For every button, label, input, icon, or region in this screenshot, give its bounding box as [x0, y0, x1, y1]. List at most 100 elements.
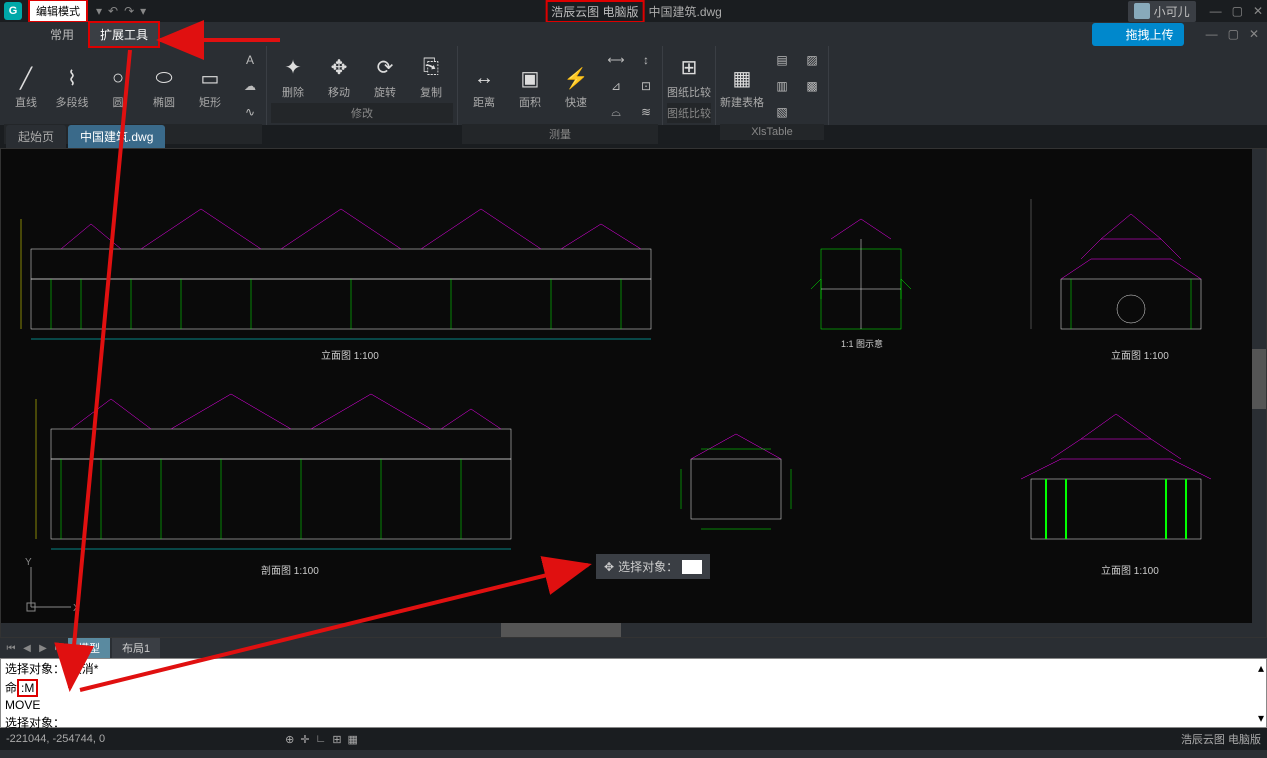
cursor-tooltip: ✥ 选择对象：: [596, 554, 710, 579]
nav-prev[interactable]: ◀: [20, 643, 34, 654]
tool-text[interactable]: A: [238, 48, 262, 72]
tool-xls2[interactable]: ▥: [770, 74, 794, 98]
status-tool-3[interactable]: ∟: [316, 733, 327, 746]
nav-next[interactable]: ▶: [36, 643, 50, 654]
label-section: 剖面图 1:100: [261, 564, 319, 577]
cmd-scroll-up[interactable]: ▴: [1258, 661, 1264, 675]
label-elev1: 立面图 1:100: [321, 349, 379, 362]
cmd-prompt: 选择对象：: [1, 713, 1266, 732]
username: 小可儿: [1154, 3, 1190, 20]
tool-newtable[interactable]: ▦新建表格: [720, 48, 764, 124]
ribbon: ╱直线 ⌇多段线 ○圆 ⬭椭圆 ▭矩形 A ☁ ∿ 绘图 ✦删除 ✥移动 ⟳旋转…: [0, 46, 1267, 126]
vertical-scrollbar[interactable]: [1252, 149, 1266, 637]
edit-mode-selector[interactable]: 编辑模式: [28, 0, 88, 23]
menu-bar: 常用 扩展工具 拖拽上传 — ▢ ✕: [0, 22, 1267, 46]
doc-close-button[interactable]: ✕: [1249, 27, 1259, 41]
tool-xls5[interactable]: ▩: [800, 74, 824, 98]
dropdown-icon[interactable]: ▾: [96, 4, 102, 18]
tooltip-text: 选择对象：: [618, 558, 678, 575]
group-label-xlstable: XlsTable: [720, 124, 824, 140]
tool-compare[interactable]: ⊞图纸比较: [667, 48, 711, 103]
tab-start[interactable]: 起始页: [6, 125, 66, 148]
tool-delete[interactable]: ✦删除: [271, 48, 315, 103]
menu-common[interactable]: 常用: [40, 23, 84, 46]
redo-icon[interactable]: ↷: [124, 4, 134, 18]
group-label-measure: 测量: [462, 124, 658, 144]
tool-dim1[interactable]: ⟷: [604, 48, 628, 72]
close-button[interactable]: ✕: [1253, 4, 1263, 18]
tool-dim2[interactable]: ⊿: [604, 74, 628, 98]
status-tool-4[interactable]: ⊞: [332, 733, 341, 746]
tool-spline[interactable]: ∿: [238, 100, 262, 124]
dropdown-icon[interactable]: ▾: [140, 4, 146, 18]
tool-rectangle[interactable]: ▭矩形: [188, 48, 232, 124]
tool-line[interactable]: ╱直线: [4, 48, 48, 124]
maximize-button[interactable]: ▢: [1232, 4, 1243, 18]
group-label-modify: 修改: [271, 103, 453, 123]
status-brand: 浩辰云图 电脑版: [1181, 731, 1261, 747]
status-tool-1[interactable]: ⊕: [285, 733, 294, 746]
ribbon-group-draw: ╱直线 ⌇多段线 ○圆 ⬭椭圆 ▭矩形 A ☁ ∿ 绘图: [0, 46, 267, 125]
tool-rotate[interactable]: ⟳旋转: [363, 48, 407, 103]
svg-text:X: X: [73, 603, 80, 614]
doc-restore-button[interactable]: ▢: [1228, 27, 1239, 41]
title-center: 浩辰云图 电脑版 中国建筑.dwg: [545, 0, 722, 23]
tool-move[interactable]: ✥移动: [317, 48, 361, 103]
ribbon-group-compare: ⊞图纸比较 图纸比较: [663, 46, 716, 125]
ucs-icon: Y X: [21, 557, 81, 617]
tool-area[interactable]: ▣面积: [508, 48, 552, 124]
group-label-compare: 图纸比较: [667, 103, 711, 123]
cloud-icon: [1102, 27, 1122, 41]
label-elev3: 立面图 1:100: [1101, 564, 1159, 577]
doc-minimize-button[interactable]: —: [1206, 27, 1218, 41]
status-tool-5[interactable]: ▦: [348, 733, 358, 746]
label-plan: 1:1 图示意: [841, 338, 883, 349]
nav-first[interactable]: ⏮: [4, 643, 18, 654]
tool-dim6[interactable]: ≋: [634, 100, 658, 124]
tool-distance[interactable]: ↔距离: [462, 48, 506, 124]
tool-cloud[interactable]: ☁: [238, 74, 262, 98]
undo-icon[interactable]: ↶: [108, 4, 118, 18]
menu-extension[interactable]: 扩展工具: [88, 21, 160, 48]
move-cursor-icon: ✥: [604, 560, 614, 574]
drawing-canvas[interactable]: 立面图 1:100 1:1 图示意 立面图 1:100: [0, 148, 1267, 638]
layout-tab-layout1[interactable]: 布局1: [112, 638, 160, 658]
horizontal-scrollbar[interactable]: [1, 623, 1252, 637]
layout-tab-model[interactable]: 模型: [68, 638, 110, 658]
title-bar: G 编辑模式 ▾ ↶ ↷ ▾ 浩辰云图 电脑版 中国建筑.dwg 小可儿 — ▢…: [0, 0, 1267, 22]
tool-dim5[interactable]: ⊡: [634, 74, 658, 98]
avatar-icon: [1134, 3, 1150, 19]
tool-polyline[interactable]: ⌇多段线: [50, 48, 94, 124]
upload-button[interactable]: 拖拽上传: [1092, 23, 1184, 46]
cmd-history-3: MOVE: [1, 697, 1266, 713]
ribbon-group-measure: ↔距离 ▣面积 ⚡快速 ⟷ ⊿ ⌓ ↕ ⊡ ≋ 测量: [458, 46, 663, 125]
ribbon-group-modify: ✦删除 ✥移动 ⟳旋转 ⎘复制 修改: [267, 46, 458, 125]
tool-xls3[interactable]: ▧: [770, 100, 794, 124]
tool-xls4[interactable]: ▨: [800, 48, 824, 72]
command-window[interactable]: 选择对象：*取消* 命:M MOVE 选择对象： ▴ ▾: [0, 658, 1267, 728]
tool-dim4[interactable]: ↕: [634, 48, 658, 72]
tool-copy[interactable]: ⎘复制: [409, 48, 453, 103]
minimize-button[interactable]: —: [1210, 4, 1222, 18]
tool-quick[interactable]: ⚡快速: [554, 48, 598, 124]
nav-last[interactable]: ⏭: [52, 643, 66, 654]
coordinates: -221044, -254744, 0: [6, 733, 105, 745]
tab-file[interactable]: 中国建筑.dwg: [68, 125, 165, 148]
layout-tabs: ⏮ ◀ ▶ ⏭ 模型 布局1: [0, 638, 1267, 658]
app-logo-icon[interactable]: G: [4, 2, 22, 20]
upload-label: 拖拽上传: [1126, 26, 1174, 43]
user-account[interactable]: 小可儿: [1128, 1, 1196, 22]
tool-dim3[interactable]: ⌓: [604, 100, 628, 124]
cmd-scroll-down[interactable]: ▾: [1258, 711, 1264, 725]
status-tool-2[interactable]: ✛: [300, 733, 309, 746]
tool-circle[interactable]: ○圆: [96, 48, 140, 124]
ribbon-group-xlstable: ▦新建表格 ▤ ▥ ▧ ▨ ▩ XlsTable: [716, 46, 829, 125]
product-name: 浩辰云图 电脑版: [545, 0, 644, 23]
label-elev2: 立面图 1:100: [1111, 349, 1169, 362]
tool-ellipse[interactable]: ⬭椭圆: [142, 48, 186, 124]
tooltip-input[interactable]: [682, 560, 702, 574]
tool-xls1[interactable]: ▤: [770, 48, 794, 72]
file-name: 中国建筑.dwg: [648, 3, 721, 20]
quick-access-toolbar: ▾ ↶ ↷ ▾: [96, 4, 146, 18]
cmd-history-1: 选择对象: [5, 662, 53, 676]
